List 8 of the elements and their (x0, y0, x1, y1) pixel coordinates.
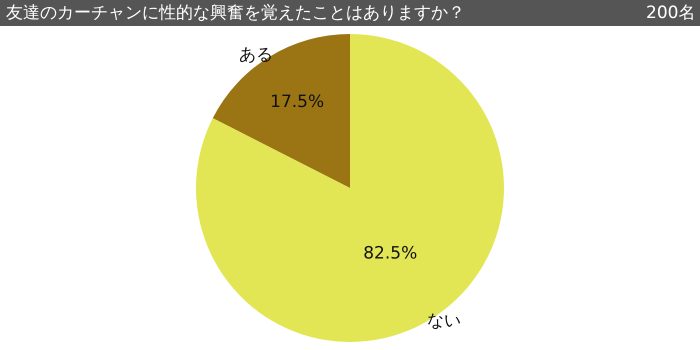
chart-title: 友達のカーチャンに性的な興奮を覚えたことはありますか？ (6, 3, 465, 23)
slice-label: ある (239, 45, 273, 65)
text: 200名 (646, 3, 696, 23)
slice-label: ない (427, 311, 461, 331)
data-label: 17.5% (270, 92, 324, 112)
data-label: 82.5% (363, 244, 418, 264)
pie-slice (196, 34, 504, 342)
pie-slice (212, 34, 350, 188)
